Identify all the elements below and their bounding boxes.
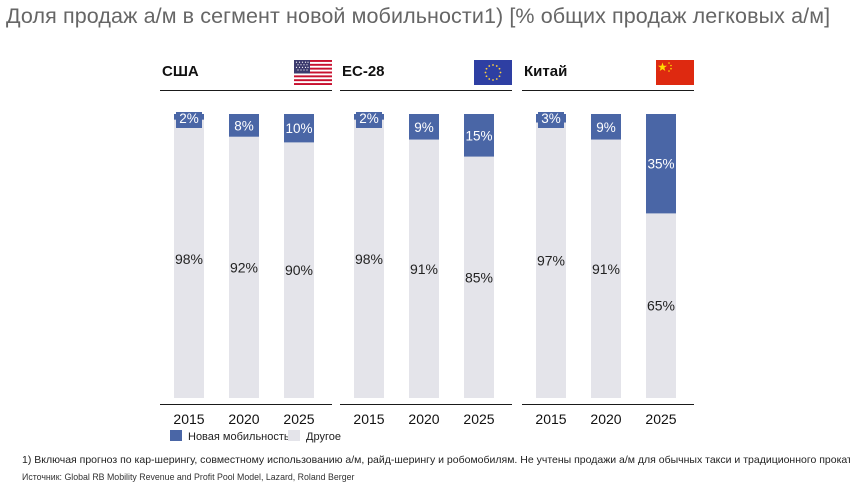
data-label-new-mobility: 35%	[647, 157, 674, 172]
panel-header: ЕС-28	[340, 58, 512, 91]
data-label-new-mobility: 15%	[465, 128, 492, 143]
panel-title: ЕС-28	[342, 63, 385, 80]
bar-chart-svg: 2% 98% 2015 9% 91% 2020 15% 85% 2025	[353, 111, 494, 427]
legend-item-other: Другое	[288, 430, 341, 443]
data-label-new-mobility: 9%	[414, 120, 434, 135]
legend-label: Другое	[306, 431, 341, 443]
chart-panel-eu: ЕС-28 2% 98% 2015 9% 91% 2020 15% 85% 2025	[340, 58, 512, 427]
bar-segment-new-mobility	[591, 114, 621, 140]
data-label-other: 98%	[175, 251, 203, 267]
x-tick-label: 2020	[408, 411, 439, 427]
chart-panel-usa: США 2% 98% 2015 8% 92% 2020 10% 90% 2025	[160, 58, 332, 427]
panel-baseline	[522, 404, 694, 405]
bar-segment-new-mobility	[409, 114, 439, 140]
legend-item-new-mobility: Новая мобильность	[170, 430, 290, 443]
bar-segment-other	[464, 156, 494, 398]
data-label-new-mobility: 3%	[541, 111, 561, 126]
bar-segment-new-mobility	[229, 114, 259, 137]
bar-segment-other	[536, 122, 566, 399]
bar-segment-new-mobility	[646, 114, 676, 214]
data-label-other: 65%	[647, 298, 675, 314]
data-label-other: 91%	[410, 261, 438, 277]
bar-segment-other	[284, 142, 314, 398]
data-label-other: 91%	[592, 261, 620, 277]
panel-title: США	[162, 63, 199, 80]
bar-segment-other	[591, 139, 621, 398]
data-label-other: 97%	[537, 252, 565, 268]
data-label-other: 90%	[285, 262, 313, 278]
bar-segment-new-mobility	[284, 114, 314, 143]
x-tick-label: 2015	[353, 411, 384, 427]
legend-swatch	[170, 430, 182, 441]
x-tick-label: 2020	[228, 411, 259, 427]
data-label-new-mobility: 10%	[285, 121, 312, 136]
data-label-new-mobility: 9%	[596, 120, 616, 135]
bar-segment-other	[646, 213, 676, 398]
panel-title: Китай	[524, 63, 568, 80]
footnote: 1) Включая прогноз по кар-шерингу, совме…	[22, 454, 850, 466]
data-label-other: 98%	[355, 251, 383, 267]
data-label-new-mobility: 8%	[234, 118, 254, 133]
eu-flag-icon	[474, 60, 512, 85]
data-label-bg	[356, 112, 382, 128]
bar-chart-svg: 3% 97% 2015 9% 91% 2020 35% 65% 2025	[535, 111, 676, 427]
data-label-bg	[176, 112, 202, 128]
chart-panel-china: Китай 3% 97% 2015 9% 91% 2020 35% 65% 2025	[522, 58, 694, 427]
x-tick-label: 2025	[283, 411, 314, 427]
legend-label: Новая мобильность	[188, 431, 290, 443]
bar-segment-other	[229, 136, 259, 398]
panel-header: Китай	[522, 58, 694, 91]
panel-baseline	[340, 404, 512, 405]
panel-header: США	[160, 58, 332, 91]
x-tick-label: 2015	[173, 411, 204, 427]
x-tick-label: 2015	[535, 411, 566, 427]
data-label-new-mobility: 2%	[179, 111, 199, 126]
bar-segment-other	[409, 139, 439, 398]
bar-segment-new-mobility	[464, 114, 494, 157]
chart-title: Доля продаж а/м в сегмент новой мобильно…	[6, 4, 831, 28]
panel-baseline	[160, 404, 332, 405]
data-label-other: 92%	[230, 259, 258, 275]
legend-swatch	[288, 430, 300, 441]
data-label-other: 85%	[465, 269, 493, 285]
x-tick-label: 2025	[463, 411, 494, 427]
data-label-new-mobility: 2%	[359, 111, 379, 126]
bar-segment-other	[174, 119, 204, 399]
bar-chart-svg: 2% 98% 2015 8% 92% 2020 10% 90% 2025	[173, 111, 314, 427]
bar-segment-other	[354, 119, 384, 399]
usa-flag-icon	[294, 60, 332, 85]
china-flag-icon	[656, 60, 694, 85]
x-tick-label: 2025	[645, 411, 676, 427]
x-tick-label: 2020	[590, 411, 621, 427]
source-note: Источник: Global RB Mobility Revenue and…	[22, 472, 355, 482]
data-label-bg	[538, 112, 564, 128]
